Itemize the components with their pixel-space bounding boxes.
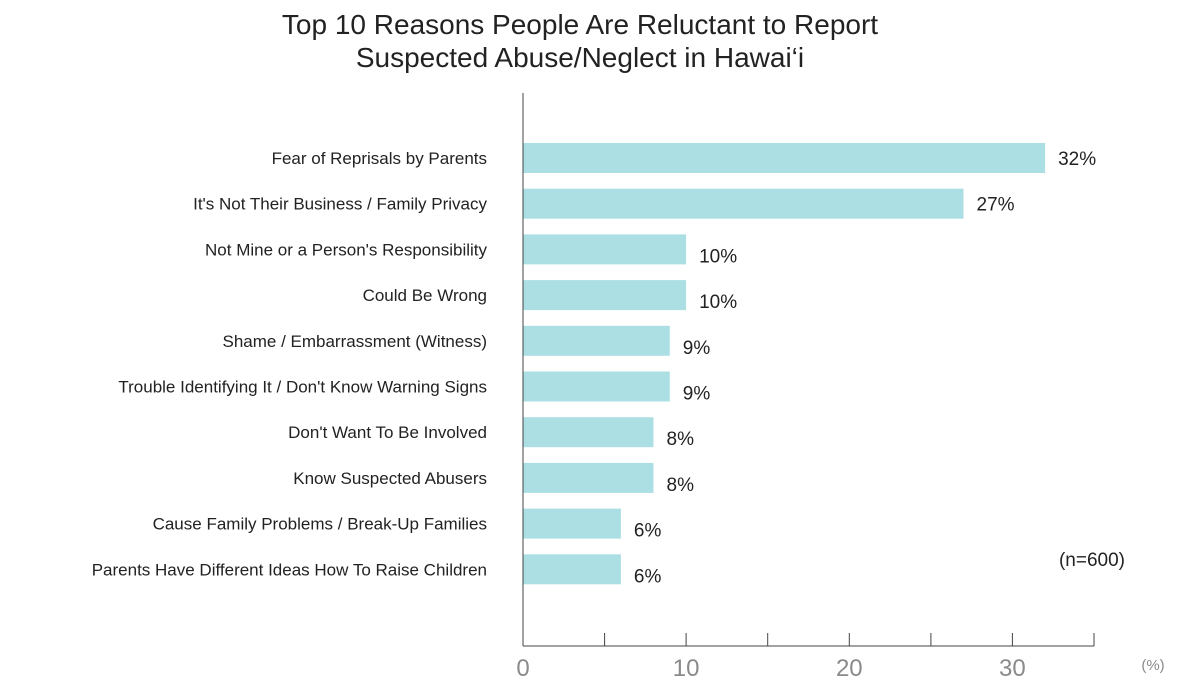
value-label-7: 8% [667,429,695,450]
value-label-8: 8% [667,475,695,496]
category-label-4: Could Be Wrong [363,286,487,305]
sample-size-note: (n=600) [1059,550,1125,571]
bar-7 [523,417,654,447]
bar-1 [523,143,1045,173]
bar-10 [523,554,621,584]
category-label-9: Cause Family Problems / Break-Up Familie… [153,515,487,534]
bar-5 [523,326,670,356]
x-tick-label-0: 0 [516,655,529,680]
category-label-3: Not Mine or a Person's Responsibility [205,240,487,259]
x-tick-label-30: 30 [999,655,1026,680]
value-label-10: 6% [634,566,662,587]
bar-4 [523,280,686,310]
bar-6 [523,372,670,402]
value-label-9: 6% [634,521,662,542]
category-label-6: Trouble Identifying It / Don't Know Warn… [118,378,487,397]
category-labels: Fear of Reprisals by Parents It's Not The… [92,149,488,579]
value-label-2: 27% [977,195,1015,216]
bar-3 [523,234,686,264]
value-label-5: 9% [683,338,711,359]
bar-8 [523,463,654,493]
x-axis-ticks [605,633,1094,646]
value-label-4: 10% [699,292,737,313]
value-label-3: 10% [699,246,737,267]
x-axis-tick-labels: 0 10 20 30 [516,655,1025,680]
x-tick-label-10: 10 [673,655,700,680]
x-tick-label-20: 20 [836,655,863,680]
x-axis-unit-label: (%) [1141,657,1164,674]
category-label-7: Don't Want To Be Involved [288,423,487,442]
category-label-8: Know Suspected Abusers [293,469,487,488]
value-label-1: 32% [1058,149,1096,170]
category-label-2: It's Not Their Business / Family Privacy [193,195,487,214]
category-label-10: Parents Have Different Ideas How To Rais… [92,560,487,579]
category-label-1: Fear of Reprisals by Parents [272,149,487,168]
chart-title-line-1: Top 10 Reasons People Are Reluctant to R… [282,9,878,40]
chart-title-line-2: Suspected Abuse/Neglect in Hawai‘i [356,42,804,73]
bar-9 [523,509,621,539]
value-label-6: 9% [683,384,711,405]
chart-title: Top 10 Reasons People Are Reluctant to R… [282,9,878,73]
bars [523,143,1045,584]
bar-2 [523,189,964,219]
category-label-5: Shame / Embarrassment (Witness) [222,332,487,351]
